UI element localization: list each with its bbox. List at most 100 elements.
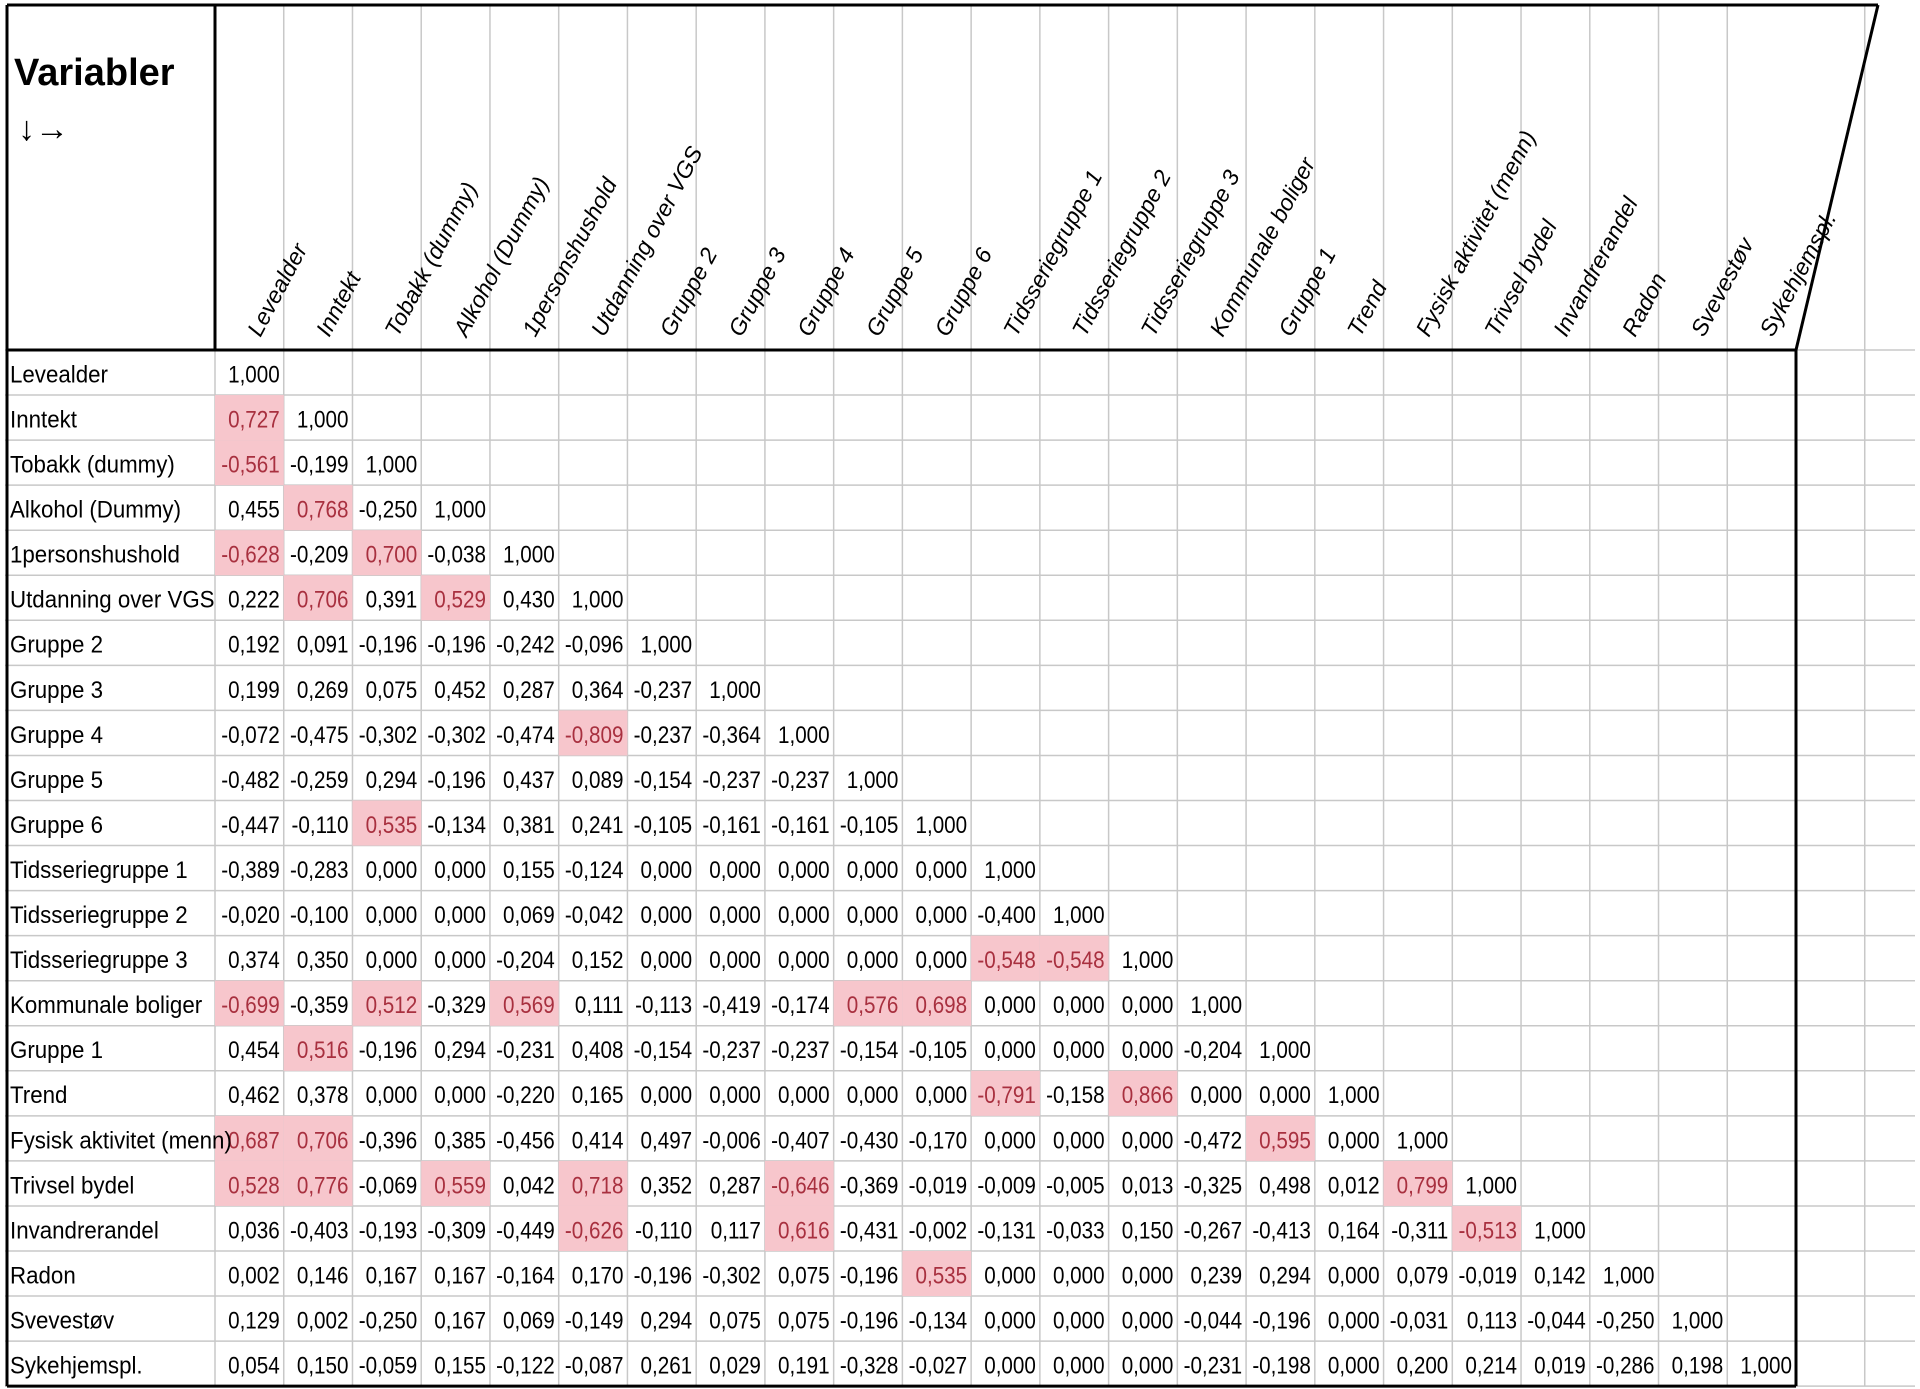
row-header: Sykehjemspl. bbox=[10, 1352, 143, 1379]
column-header: Trend bbox=[1342, 276, 1393, 341]
highlighted-value: 0,706 bbox=[297, 586, 349, 613]
cell-value: 0,146 bbox=[297, 1262, 349, 1289]
row-header: Trend bbox=[10, 1081, 67, 1108]
cell-value: 0,000 bbox=[709, 857, 761, 884]
cell-value: -0,259 bbox=[290, 766, 349, 793]
cell-value: 0,000 bbox=[1122, 1127, 1174, 1154]
cell-value: -0,072 bbox=[221, 721, 280, 748]
cell-value: -0,311 bbox=[1391, 1217, 1448, 1244]
highlight-cell bbox=[764, 1160, 834, 1206]
cell-value: 0,000 bbox=[915, 857, 967, 884]
cell-value: -0,059 bbox=[359, 1352, 418, 1379]
cell-value: -0,204 bbox=[496, 947, 555, 974]
cell-value: 0,294 bbox=[1259, 1262, 1311, 1289]
cell-value: 0,075 bbox=[778, 1262, 830, 1289]
cell-value: -0,161 bbox=[702, 811, 761, 838]
cell-value: 0,000 bbox=[984, 1352, 1036, 1379]
column-header: Gruppe 3 bbox=[723, 243, 791, 340]
highlighted-value: 0,616 bbox=[778, 1217, 830, 1244]
cell-value: 0,000 bbox=[641, 857, 693, 884]
cell-value: 0,294 bbox=[434, 1037, 486, 1064]
cell-value: 0,000 bbox=[1053, 992, 1105, 1019]
highlight-cell bbox=[283, 1115, 353, 1161]
cell-value: -0,250 bbox=[1596, 1307, 1655, 1334]
cell-value: -0,158 bbox=[1046, 1082, 1105, 1109]
cell-value: -0,027 bbox=[909, 1352, 968, 1379]
row-header: Gruppe 3 bbox=[10, 676, 103, 703]
cell-value: 0,000 bbox=[984, 1307, 1036, 1334]
cell-value: -0,237 bbox=[771, 1037, 830, 1064]
cell-value: 0,198 bbox=[1672, 1352, 1724, 1379]
column-header: Gruppe 1 bbox=[1273, 243, 1341, 340]
row-headers: Levealder Inntekt Tobakk (dummy) Alkohol (D… bbox=[10, 361, 232, 1379]
cell-value: 1,000 bbox=[641, 631, 693, 658]
row-header: Inntekt bbox=[10, 406, 77, 433]
cell-value: 0,261 bbox=[641, 1352, 693, 1379]
cell-value: -0,220 bbox=[496, 1082, 555, 1109]
cell-value: -0,002 bbox=[909, 1217, 968, 1244]
border-lines bbox=[5, 3, 1880, 1388]
cell-value: -0,105 bbox=[909, 1037, 968, 1064]
highlight-cell bbox=[558, 1160, 628, 1206]
cell-value: -0,396 bbox=[359, 1127, 418, 1154]
highlighted-value: 0,718 bbox=[572, 1172, 624, 1199]
cell-value: -0,237 bbox=[634, 721, 693, 748]
cell-value: 1,000 bbox=[1122, 947, 1174, 974]
cell-value: -0,198 bbox=[1252, 1352, 1311, 1379]
cell-value: 0,129 bbox=[228, 1307, 280, 1334]
highlight-cell bbox=[1039, 935, 1109, 981]
cell-value: -0,204 bbox=[1184, 1037, 1243, 1064]
cell-value: 0,391 bbox=[366, 586, 418, 613]
row-header: 1personshushold bbox=[10, 541, 180, 568]
highlight-cell bbox=[215, 530, 284, 576]
cell-value: 0,019 bbox=[1534, 1352, 1586, 1379]
cell-value: 0,054 bbox=[228, 1352, 280, 1379]
cell-value: 0,164 bbox=[1328, 1217, 1380, 1244]
cell-value: 1,000 bbox=[1603, 1262, 1655, 1289]
cell-value: 0,012 bbox=[1328, 1172, 1380, 1199]
cell-value: 1,000 bbox=[434, 496, 486, 523]
row-header: Gruppe 4 bbox=[10, 721, 103, 748]
cell-value: 0,000 bbox=[1053, 1037, 1105, 1064]
cell-value: 0,000 bbox=[1328, 1352, 1380, 1379]
row-header: Gruppe 1 bbox=[10, 1036, 103, 1063]
cell-value: -0,359 bbox=[290, 992, 349, 1019]
cell-value: -0,449 bbox=[496, 1217, 555, 1244]
cell-value: 0,111 bbox=[575, 992, 624, 1019]
cell-value: 0,142 bbox=[1534, 1262, 1586, 1289]
row-header: Tidsseriegruppe 1 bbox=[10, 856, 188, 883]
cell-value: 1,000 bbox=[1259, 1037, 1311, 1064]
cell-value: -0,369 bbox=[840, 1172, 899, 1199]
cell-value: -0,237 bbox=[771, 766, 830, 793]
cell-value: 0,000 bbox=[915, 902, 967, 929]
cell-value: -0,042 bbox=[565, 902, 624, 929]
cell-value: -0,105 bbox=[840, 811, 899, 838]
highlighted-value: 0,776 bbox=[297, 1172, 349, 1199]
cell-value: -0,286 bbox=[1596, 1352, 1655, 1379]
cell-value: -0,237 bbox=[702, 1037, 761, 1064]
column-header: Gruppe 6 bbox=[929, 243, 997, 340]
cell-value: 1,000 bbox=[1190, 992, 1242, 1019]
cell-value: 0,000 bbox=[1053, 1352, 1105, 1379]
cell-value: -0,325 bbox=[1184, 1172, 1243, 1199]
highlighted-value: -0,561 bbox=[221, 451, 280, 478]
row-header: Kommunale boliger bbox=[10, 991, 202, 1018]
highlighted-value: 0,529 bbox=[434, 586, 486, 613]
cell-value: 0,113 bbox=[1467, 1307, 1517, 1334]
cell-value: -0,456 bbox=[496, 1127, 555, 1154]
cell-value: 0,000 bbox=[709, 1082, 761, 1109]
cell-value: 1,000 bbox=[1397, 1127, 1449, 1154]
cell-value: 0,000 bbox=[709, 947, 761, 974]
cell-value: 1,000 bbox=[984, 857, 1036, 884]
highlighted-value: -0,809 bbox=[565, 721, 624, 748]
cell-value: 0,452 bbox=[434, 676, 486, 703]
cell-value: 0,498 bbox=[1259, 1172, 1311, 1199]
cell-value: 1,000 bbox=[366, 451, 418, 478]
highlight-cell bbox=[215, 440, 284, 486]
cell-value: -0,110 bbox=[635, 1217, 692, 1244]
column-header: Gruppe 4 bbox=[792, 243, 860, 340]
cell-value: 0,165 bbox=[572, 1082, 624, 1109]
cell-value: 0,000 bbox=[1190, 1082, 1242, 1109]
cell-value: 1,000 bbox=[572, 586, 624, 613]
cell-value: 0,000 bbox=[778, 947, 830, 974]
